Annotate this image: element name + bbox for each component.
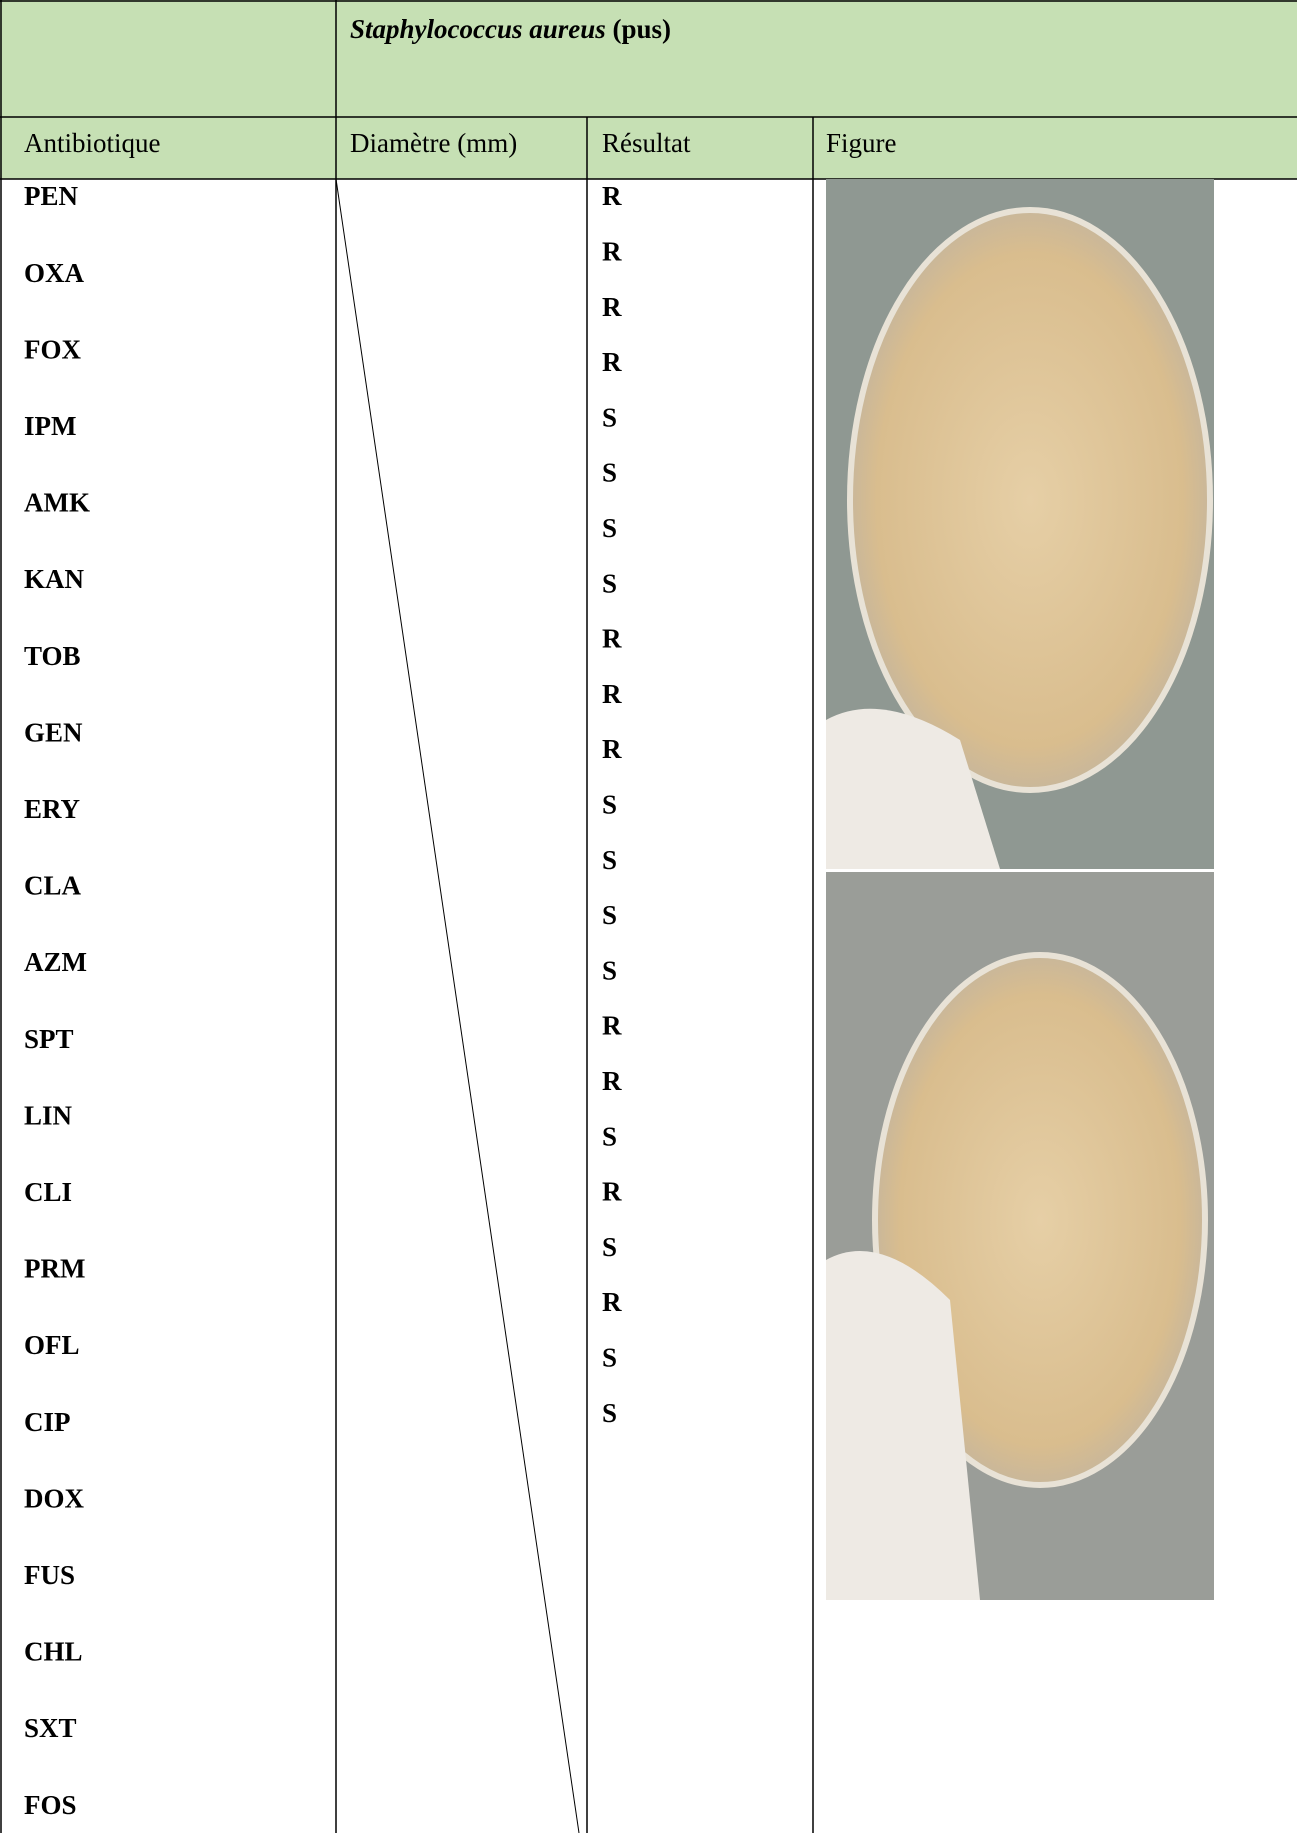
result: S: [602, 1121, 617, 1151]
antibiotic: TOB: [24, 641, 81, 671]
result: R: [602, 347, 622, 377]
header-title: Staphylococcus aureus (pus): [350, 14, 671, 44]
antibiotic: CLA: [24, 871, 82, 901]
antibiotic: SPT: [24, 1024, 74, 1054]
result: S: [602, 458, 617, 488]
result: R: [602, 734, 622, 764]
photo-bottom: [826, 872, 1214, 1600]
column-header: Résultat: [602, 128, 691, 158]
column-header: Figure: [826, 128, 897, 158]
column-header: Diamètre (mm): [350, 128, 517, 158]
result: R: [602, 1177, 622, 1207]
result: S: [602, 955, 617, 985]
result: S: [602, 845, 617, 875]
antibiotic: PRM: [24, 1254, 85, 1284]
result: R: [602, 1287, 622, 1317]
antibiotic: CHL: [24, 1637, 83, 1667]
antibiotic: IPM: [24, 411, 76, 441]
column-header: Antibiotique: [24, 128, 161, 158]
antibiotic: FOS: [24, 1790, 77, 1820]
antibiotic: FOX: [24, 334, 81, 364]
antibiotic: GEN: [24, 717, 83, 747]
result: S: [602, 790, 617, 820]
antibiotic: CLI: [24, 1177, 72, 1207]
result: R: [602, 181, 622, 211]
antibiotic: OFL: [24, 1330, 80, 1360]
result: R: [602, 1066, 622, 1096]
result: S: [602, 568, 617, 598]
antibiotic: ERY: [24, 794, 80, 824]
result: R: [602, 679, 622, 709]
result: S: [602, 1343, 617, 1373]
result: R: [602, 1011, 622, 1041]
organism: Staphylococcus aureus: [350, 14, 606, 44]
result: R: [602, 237, 622, 267]
result: R: [602, 624, 622, 654]
antibiotic: AZM: [24, 947, 87, 977]
antibiotic: DOX: [24, 1483, 85, 1513]
antibiotic: CIP: [24, 1407, 71, 1437]
sample: (pus): [613, 14, 672, 44]
result: S: [602, 513, 617, 543]
antibiotic: KAN: [24, 564, 85, 594]
photo-top: [826, 179, 1214, 869]
antibiotic: OXA: [24, 258, 85, 288]
result: S: [602, 900, 617, 930]
page: {"header": {"organism": "Staphylococcus …: [0, 0, 1297, 1833]
result: S: [602, 1398, 617, 1428]
results-table: Staphylococcus aureus (pus) Antibiotique…: [0, 0, 1297, 1833]
result: S: [602, 402, 617, 432]
result: S: [602, 1232, 617, 1262]
antibiotic: FUS: [24, 1560, 75, 1590]
antibiotic: PEN: [24, 181, 79, 211]
result: R: [602, 292, 622, 322]
antibiotic: AMK: [24, 488, 90, 518]
antibiotic: LIN: [24, 1100, 73, 1130]
antibiotic: SXT: [24, 1713, 77, 1743]
